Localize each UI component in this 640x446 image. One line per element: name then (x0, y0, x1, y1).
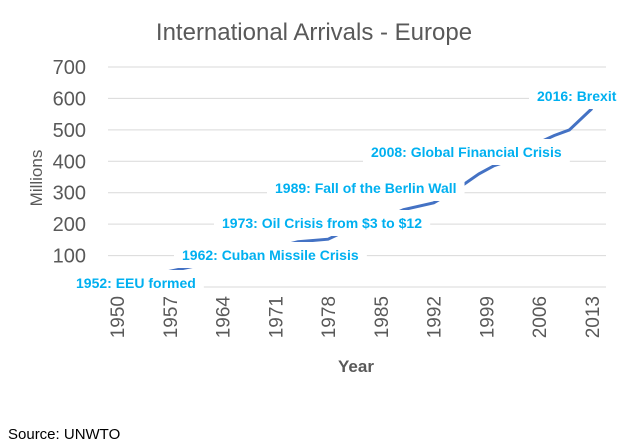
annotation-background (529, 83, 625, 109)
annotation: 2008: Global Financial Crisis (363, 139, 570, 165)
x-tick-label: 1964 (214, 296, 235, 339)
y-tick-label: 200 (53, 214, 86, 236)
source-note: Source: UNWTO (8, 426, 121, 443)
annotation-label: 1952: EEU formed (76, 275, 196, 291)
y-tick-label: 700 (53, 57, 86, 79)
x-tick-label: 2006 (530, 296, 551, 338)
annotation: 1952: EEU formed (68, 270, 204, 296)
annotation-label: 1989: Fall of the Berlin Wall (275, 180, 457, 196)
annotation-background (68, 270, 204, 296)
annotation-background (174, 242, 367, 268)
annotation-background (363, 139, 570, 165)
x-tick-label: 1985 (372, 296, 393, 338)
annotation-label: 2016: Brexit (537, 88, 617, 104)
y-tick-label: 400 (53, 151, 86, 173)
y-axis-label: Millions (27, 150, 46, 207)
x-tick-label: 1971 (266, 296, 287, 338)
annotation: 1973: Oil Crisis from $3 to $12 (214, 210, 431, 236)
x-tick-label: 1978 (319, 296, 340, 338)
x-tick-label: 1957 (161, 296, 182, 338)
annotation: 2016: Brexit (529, 83, 625, 109)
y-tick-label: 300 (53, 183, 86, 205)
annotation-label: 1962: Cuban Missile Crisis (182, 247, 359, 263)
y-tick-label: 100 (53, 246, 86, 268)
y-tick-label: 600 (53, 88, 86, 110)
y-tick-label: 500 (53, 120, 86, 142)
annotation-background (267, 175, 465, 201)
annotation: 1989: Fall of the Berlin Wall (267, 175, 465, 201)
x-axis-label: Year (338, 357, 374, 376)
chart-title: International Arrivals - Europe (156, 19, 472, 46)
x-tick-label: 2013 (583, 296, 604, 338)
x-tick-label: 1999 (477, 296, 498, 338)
annotation-background (214, 210, 431, 236)
annotation-label: 1973: Oil Crisis from $3 to $12 (222, 215, 422, 231)
x-tick-label: 1992 (425, 296, 446, 338)
annotation: 1962: Cuban Missile Crisis (174, 242, 367, 268)
x-tick-label: 1950 (108, 296, 129, 338)
annotation-label: 2008: Global Financial Crisis (371, 144, 562, 160)
